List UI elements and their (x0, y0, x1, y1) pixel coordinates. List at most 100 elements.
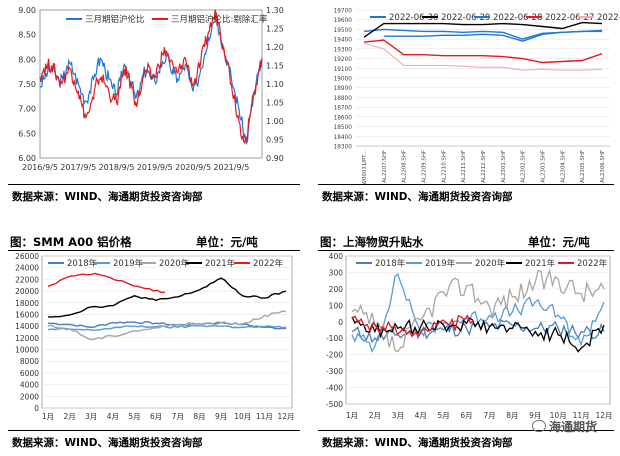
chart-3-x-tick-10: 11月 (256, 412, 273, 421)
chart-panel-1: 6.00 6.50 7.00 7.50 8.00 8.50 9.00 0.90 0.95 1.00… (0, 0, 300, 186)
chart-2-legend-label-4: 2022-06-24 (597, 13, 620, 23)
chart-3-y-tick-6: 12000 (15, 334, 39, 343)
chart-3-y-tick-2: 4000 (20, 381, 39, 390)
chart-4-y-tick-4: -100 (326, 334, 343, 343)
chart-3-legend-label-4: 2022年 (253, 258, 284, 269)
chart-1-yleft-tick-4: 8.00 (18, 55, 36, 64)
chart-4-x-tick-10: 11月 (573, 411, 590, 420)
chart-1-x-tick-3: 2019/9/5 (137, 163, 173, 172)
chart-2-x-tick-2: AL2208.SHF (402, 150, 408, 183)
chart-4-series-1 (351, 272, 605, 353)
source-label-2: 数据来源：WIND、海通期货投资咨询部 (322, 191, 513, 203)
chart-panel-2: 18300 18400 18500 18600 18700 18800 18900 19000… (312, 0, 620, 186)
chart-3-y-tick-8: 16000 (15, 310, 39, 319)
chart-2-x-tick-8: AL2302.SHF (521, 150, 527, 183)
chart-2-x-tick-12: AL2306.SHF (600, 150, 606, 183)
chart-2-y-tick-5: 18800 (334, 96, 353, 102)
chart-1-yright-tick-4: 1.10 (266, 80, 284, 89)
chart-3-series-0 (47, 320, 287, 330)
chart-3-x-tick-3: 4月 (107, 412, 119, 421)
chart-1-yright-tick-3: 1.05 (266, 99, 284, 108)
chart-2-x-tick-7: AL2301.SHF (501, 150, 507, 183)
chart-2-series-1 (363, 21, 603, 38)
chart-2-x-tick-0: W00031/PT... (362, 150, 368, 186)
chart-1-series-1 (39, 9, 263, 145)
chart-4-title: 图：上海物贸升贴水 (320, 235, 424, 249)
chart-4-x-tick-3: 4月 (415, 411, 427, 420)
chart-3-x-tick-6: 7月 (172, 412, 184, 421)
chart-1-yleft-tick-3: 7.50 (18, 80, 36, 89)
chart-2-x-tick-6: AL2212.SHF (481, 150, 487, 183)
chart-4-y-tick-3: -200 (326, 351, 343, 360)
source-label-1: 数据来源：WIND、海通期货投资咨询部 (12, 191, 203, 203)
chart-2-y-tick-2: 18500 (334, 125, 353, 131)
chart-3-x-tick-4: 5月 (128, 412, 140, 421)
chart-2-y-tick-10: 19300 (334, 47, 353, 53)
chart-2-y-tick-6: 18900 (334, 86, 353, 92)
chart-2-y-tick-8: 19100 (334, 67, 353, 73)
chart-1-yright-tick-2: 1.00 (266, 117, 284, 126)
chart-1-yleft-tick-1: 6.50 (18, 129, 36, 138)
chart-2-y-tick-4: 18700 (334, 106, 353, 112)
chart-2-y-tick-12: 19500 (334, 28, 353, 34)
chart-3-series-3 (47, 277, 287, 318)
chart-4-y-tick-2: -300 (326, 367, 343, 376)
chart-4-legend-label-2: 2020年 (475, 258, 506, 269)
chart-2-legend-label-2: 2022-06-28 (493, 13, 542, 23)
chart-4-series-2 (351, 268, 605, 353)
chart-1-yright-tick-8: 1.30 (266, 6, 284, 15)
chart-3-unit: 单位：元/吨 (196, 235, 258, 249)
chart-2-x-tick-3: AL2209.SHF (422, 150, 428, 183)
chart-4-x-tick-6: 7月 (483, 411, 495, 420)
chart-3-x-tick-2: 3月 (85, 412, 97, 421)
chart-2-legend-label-1: 2022-06-29 (441, 13, 490, 23)
chart-1-yright-tick-0: 0.90 (266, 154, 284, 163)
chart-4-x-tick-8: 9月 (529, 411, 541, 420)
chart-2-series-2 (383, 29, 603, 42)
chart-2-y-tick-3: 18600 (334, 115, 353, 121)
chart-3-title: 图：SMM A00 铝价格 (10, 235, 132, 249)
chart-3-x-tick-8: 9月 (215, 412, 227, 421)
chart-1-frame (39, 9, 263, 159)
chart-3-x-tick-11: 12月 (277, 412, 294, 421)
watermark-text: 海通期货 (549, 420, 598, 434)
source-rule-3 (8, 430, 300, 431)
chart-1-yleft-tick-0: 6.00 (18, 154, 36, 163)
title-rule-3 (8, 250, 300, 251)
chart-3-x-tick-1: 2月 (63, 412, 75, 421)
chart-4-x-tick-11: 12月 (595, 411, 612, 420)
chart-4-x-tick-0: 1月 (346, 411, 358, 420)
chart-4-series-4 (351, 314, 474, 338)
chart-2-y-tick-9: 19200 (334, 57, 353, 63)
chart-2-svg: 18300 18400 18500 18600 18700 18800 18900 19000… (334, 9, 620, 186)
chart-1-legend-label-1: 三月期铝沪伦比:剔除汇率 (171, 14, 268, 25)
chart-2-x-tick-10: AL2304.SHF (560, 150, 566, 183)
chart-3-legend-label-3: 2021年 (205, 258, 236, 269)
chart-2-y-tick-11: 19400 (334, 38, 353, 44)
chart-1-x-tick-2: 2018/9/5 (99, 163, 135, 172)
chart-1-yright-tick-6: 1.20 (266, 43, 284, 52)
title-rule-4 (318, 250, 614, 251)
chart-3-series-4 (47, 272, 166, 294)
chart-4-y-tick-9: 400 (329, 252, 344, 261)
chart-3-x-tick-7: 8月 (193, 412, 205, 421)
watermark: 海通期货 (532, 418, 597, 435)
chart-4-y-tick-5: 0 (338, 318, 343, 327)
source-rule-1 (8, 184, 300, 185)
chart-3-legend-label-1: 2019年 (113, 258, 144, 269)
chart-2-y-tick-0: 18300 (334, 145, 353, 151)
chart-1-yright-tick-7: 1.25 (266, 25, 284, 34)
chart-3-y-tick-9: 18000 (15, 299, 39, 308)
chart-4-x-tick-1: 2月 (369, 411, 381, 420)
chart-2-y-tick-7: 19000 (334, 77, 353, 83)
chart-4-y-tick-7: 200 (329, 285, 344, 294)
chart-1-legend-label-0: 三月期铝沪伦比 (85, 14, 145, 25)
chart-3-svg: 0 2000 4000 6000 8000 10000 12000 14000 16000 180… (15, 252, 294, 421)
chart-2-y-tick-14: 19700 (334, 9, 353, 15)
chart-2-legend-label-0: 2022-06-30 (389, 13, 438, 23)
chart-3-x-tick-9: 10月 (234, 412, 251, 421)
chart-3-series-2 (47, 310, 287, 341)
chart-3-frame (41, 255, 293, 409)
chart-4-legend-label-1: 2019年 (425, 258, 456, 269)
chart-3-y-tick-1: 2000 (20, 392, 39, 401)
